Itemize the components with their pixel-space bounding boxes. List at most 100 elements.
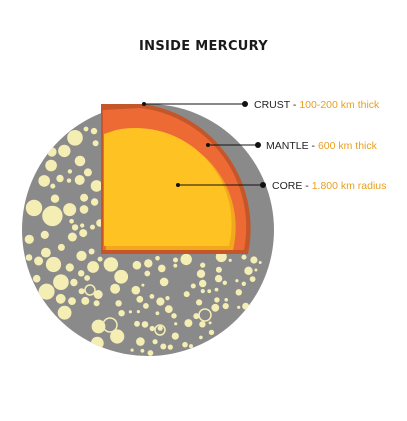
crater xyxy=(38,175,50,187)
crater xyxy=(79,205,89,214)
crater xyxy=(74,155,86,167)
crater xyxy=(118,310,125,317)
crater xyxy=(222,280,227,285)
crater xyxy=(79,229,88,238)
crater xyxy=(199,321,206,328)
cutaway-wedge xyxy=(101,104,251,254)
crater xyxy=(182,341,188,348)
surface-craters xyxy=(24,126,262,356)
crater xyxy=(134,320,140,327)
crater xyxy=(80,223,85,228)
core-layer xyxy=(104,127,232,246)
crater xyxy=(141,321,149,328)
crater xyxy=(115,300,122,307)
crater xyxy=(250,256,258,264)
crater xyxy=(222,303,229,310)
crater xyxy=(235,279,239,283)
crater xyxy=(57,305,72,320)
crater xyxy=(81,296,90,305)
crater xyxy=(25,199,43,217)
crater xyxy=(228,258,232,262)
crater xyxy=(196,269,206,278)
crater xyxy=(173,263,178,268)
crater xyxy=(149,294,155,299)
ring-crater xyxy=(102,317,118,333)
crust-leader-dot-start xyxy=(142,102,146,106)
leader-lines xyxy=(142,101,266,188)
crater xyxy=(165,296,170,301)
crater xyxy=(173,257,178,263)
crater xyxy=(130,348,134,352)
crater xyxy=(147,350,154,356)
crater xyxy=(254,268,258,272)
crater xyxy=(196,299,203,306)
crater xyxy=(45,159,57,172)
crust-leader-dot-end xyxy=(242,101,248,107)
mantle-leader-dot-end xyxy=(255,142,261,148)
crater xyxy=(214,274,223,283)
crater xyxy=(141,283,145,287)
crater xyxy=(215,266,222,273)
crater xyxy=(155,255,160,261)
crater xyxy=(55,293,66,304)
crater xyxy=(157,325,163,331)
mantle-label-name: MANTLE xyxy=(266,140,309,152)
ring-crater xyxy=(154,324,166,336)
core-leader-dot-end xyxy=(260,182,266,188)
crater xyxy=(136,295,144,303)
crater xyxy=(193,313,200,320)
mantle-label: MANTLE - 600 km thick xyxy=(266,140,378,152)
crater xyxy=(235,289,242,296)
crater xyxy=(67,232,77,242)
crater xyxy=(128,310,132,314)
crater xyxy=(93,290,103,299)
crater xyxy=(74,175,85,185)
crater xyxy=(136,337,145,346)
crater xyxy=(199,279,207,288)
crater xyxy=(41,247,51,258)
crater xyxy=(90,127,98,135)
crater xyxy=(258,261,262,264)
crater xyxy=(69,219,74,224)
crater xyxy=(71,224,79,231)
crater xyxy=(90,336,104,350)
ring-crater xyxy=(198,308,212,322)
page-title: INSIDE MERCURY xyxy=(139,39,268,54)
crater xyxy=(103,257,119,272)
crater xyxy=(144,259,153,268)
crater xyxy=(171,313,177,319)
core-leader-dot-start xyxy=(176,183,180,187)
crater xyxy=(78,270,85,277)
crater xyxy=(149,325,155,332)
crater xyxy=(50,194,60,203)
crater xyxy=(167,344,173,350)
crater xyxy=(58,144,71,158)
crater xyxy=(67,169,73,174)
crater xyxy=(34,256,44,266)
crater xyxy=(189,344,193,349)
crater xyxy=(144,270,151,277)
crater xyxy=(56,174,64,183)
crust-label-detail: 100-200 km thick xyxy=(299,99,380,111)
crater xyxy=(83,168,92,177)
crater xyxy=(241,254,247,260)
crater xyxy=(65,263,74,272)
crater xyxy=(241,281,246,286)
crater xyxy=(224,298,228,302)
core-label: CORE - 1.800 km radius xyxy=(272,180,386,192)
crater xyxy=(38,283,55,300)
crater xyxy=(200,262,206,268)
crater xyxy=(80,193,89,202)
crater xyxy=(45,256,62,273)
crater xyxy=(211,303,220,312)
crater xyxy=(171,332,179,340)
crater xyxy=(136,310,140,314)
crater xyxy=(67,130,83,146)
crater xyxy=(47,147,57,157)
crater xyxy=(242,302,250,310)
crater xyxy=(83,126,89,132)
crater xyxy=(66,178,72,183)
crater xyxy=(155,311,160,316)
crater xyxy=(140,348,145,353)
